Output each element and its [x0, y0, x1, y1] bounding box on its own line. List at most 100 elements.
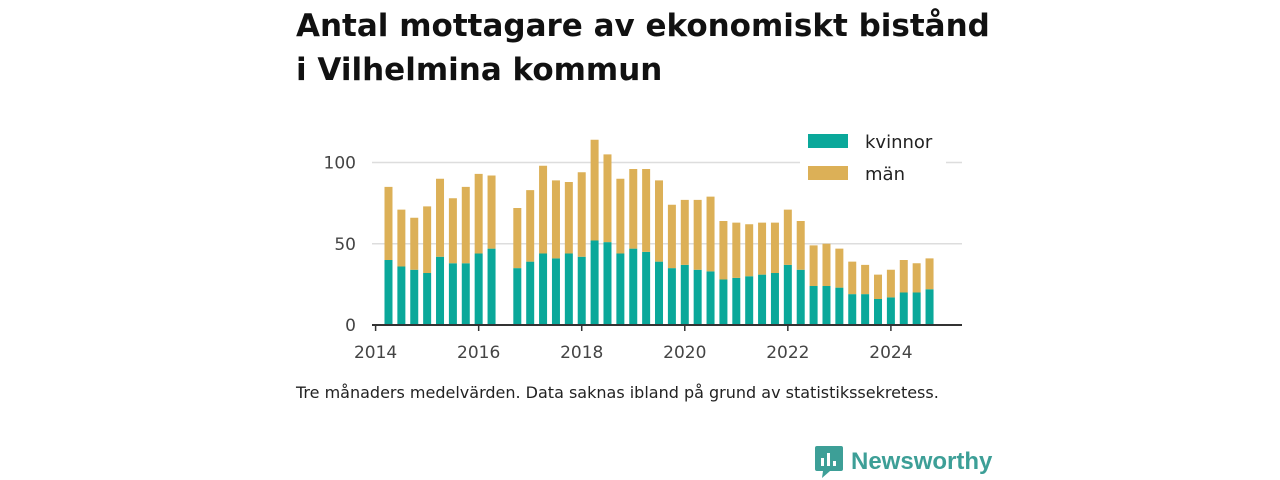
- bar-man: [745, 224, 754, 277]
- bar-kvinnor: [796, 269, 805, 325]
- bar-kvinnor: [745, 276, 754, 325]
- bar-man: [487, 175, 496, 249]
- x-tick-label: 2024: [869, 343, 912, 363]
- bar-man: [886, 269, 895, 298]
- bar-kvinnor: [461, 263, 470, 325]
- bar-kvinnor: [874, 299, 883, 325]
- bar-man: [384, 186, 393, 261]
- chart-title-line-1: Antal mottagare av ekonomiskt bistånd: [296, 8, 990, 44]
- bar-man: [693, 199, 702, 270]
- bar-kvinnor: [423, 273, 432, 325]
- bar-man: [423, 206, 432, 274]
- bar-man: [667, 204, 676, 269]
- bar-man: [526, 190, 535, 262]
- bar-kvinnor: [680, 264, 689, 326]
- bar-man: [848, 261, 857, 295]
- bar-man: [874, 274, 883, 300]
- bar-man: [564, 182, 573, 254]
- bar-man: [513, 208, 522, 269]
- bar-man: [822, 243, 831, 286]
- bar-man: [577, 172, 586, 257]
- brand-name: Newsworthy: [851, 448, 993, 475]
- bar-kvinnor: [719, 279, 728, 325]
- bar-kvinnor: [693, 269, 702, 325]
- bar-kvinnor: [642, 251, 651, 326]
- bar-kvinnor: [758, 274, 767, 326]
- bar-kvinnor: [410, 269, 419, 325]
- bar-kvinnor: [667, 268, 676, 326]
- legend-swatch-kvinnor: [808, 134, 848, 148]
- bar-chart: 0 50 100 2014 2016 2018 2020 2022 2024 kvinnor m…: [324, 130, 962, 363]
- bar-man: [861, 264, 870, 295]
- y-tick-label: 50: [334, 235, 356, 255]
- bar-man: [912, 263, 921, 293]
- bar-kvinnor: [835, 287, 844, 326]
- bar-man: [474, 173, 483, 254]
- bar-man: [448, 198, 457, 264]
- bar-kvinnor: [655, 261, 664, 326]
- bar-man: [732, 222, 741, 278]
- bar-man: [758, 222, 767, 275]
- bar-kvinnor: [861, 294, 870, 326]
- bar-man: [590, 139, 599, 241]
- legend-label-kvinnor: kvinnor: [865, 132, 933, 153]
- bar-man: [796, 221, 805, 270]
- bar-man: [899, 260, 908, 293]
- brand-logo: Newsworthy: [815, 446, 992, 478]
- bar-man: [461, 186, 470, 264]
- bar-kvinnor: [809, 286, 818, 325]
- bar-kvinnor: [384, 260, 393, 325]
- bar-kvinnor: [590, 240, 599, 325]
- bar-kvinnor: [925, 289, 934, 325]
- bar-kvinnor: [848, 294, 857, 326]
- bar-man: [680, 199, 689, 265]
- bar-kvinnor: [629, 248, 638, 326]
- bar-kvinnor: [706, 271, 715, 326]
- bar-man: [642, 169, 651, 252]
- bar-man: [809, 245, 818, 287]
- x-tick-label: 2014: [354, 343, 397, 363]
- bar-man: [629, 169, 638, 249]
- bar-kvinnor: [526, 261, 535, 326]
- bar-man: [719, 221, 728, 280]
- bar-kvinnor: [564, 253, 573, 325]
- bar-man: [436, 178, 445, 257]
- bar-series: [384, 139, 934, 326]
- x-tick-label: 2016: [457, 343, 500, 363]
- x-tick-label: 2020: [663, 343, 706, 363]
- x-tick-label: 2022: [766, 343, 809, 363]
- bar-kvinnor: [448, 263, 457, 325]
- chart-caption: Tre månaders medelvärden. Data saknas ib…: [296, 383, 939, 402]
- bar-man: [655, 180, 664, 262]
- newsworthy-chart-logo-icon: [815, 446, 843, 478]
- bar-kvinnor: [783, 264, 792, 326]
- bar-man: [783, 209, 792, 265]
- bar-kvinnor: [436, 256, 445, 325]
- bar-kvinnor: [912, 292, 921, 325]
- bar-man: [770, 222, 779, 274]
- bar-man: [925, 258, 934, 290]
- bar-kvinnor: [603, 242, 612, 326]
- y-tick-label: 100: [324, 154, 356, 174]
- bar-kvinnor: [886, 297, 895, 326]
- legend-label-man: män: [865, 164, 905, 185]
- bar-man: [551, 180, 560, 259]
- bar-man: [397, 209, 406, 267]
- bar-kvinnor: [551, 258, 560, 326]
- bar-man: [706, 196, 715, 272]
- bar-kvinnor: [397, 266, 406, 325]
- bar-kvinnor: [513, 268, 522, 326]
- bar-man: [835, 248, 844, 288]
- chart-title-line-2: i Vilhelmina kommun: [296, 52, 663, 88]
- bar-man: [616, 178, 625, 254]
- bar-kvinnor: [770, 273, 779, 325]
- bar-kvinnor: [899, 292, 908, 325]
- bar-kvinnor: [616, 253, 625, 325]
- bar-kvinnor: [822, 286, 831, 325]
- bar-kvinnor: [539, 253, 548, 325]
- axes: 0 50 100 2014 2016 2018 2020 2022 2024: [324, 154, 962, 363]
- bar-kvinnor: [487, 248, 496, 326]
- bar-kvinnor: [732, 277, 741, 326]
- bar-man: [410, 217, 419, 270]
- bar-kvinnor: [474, 253, 483, 325]
